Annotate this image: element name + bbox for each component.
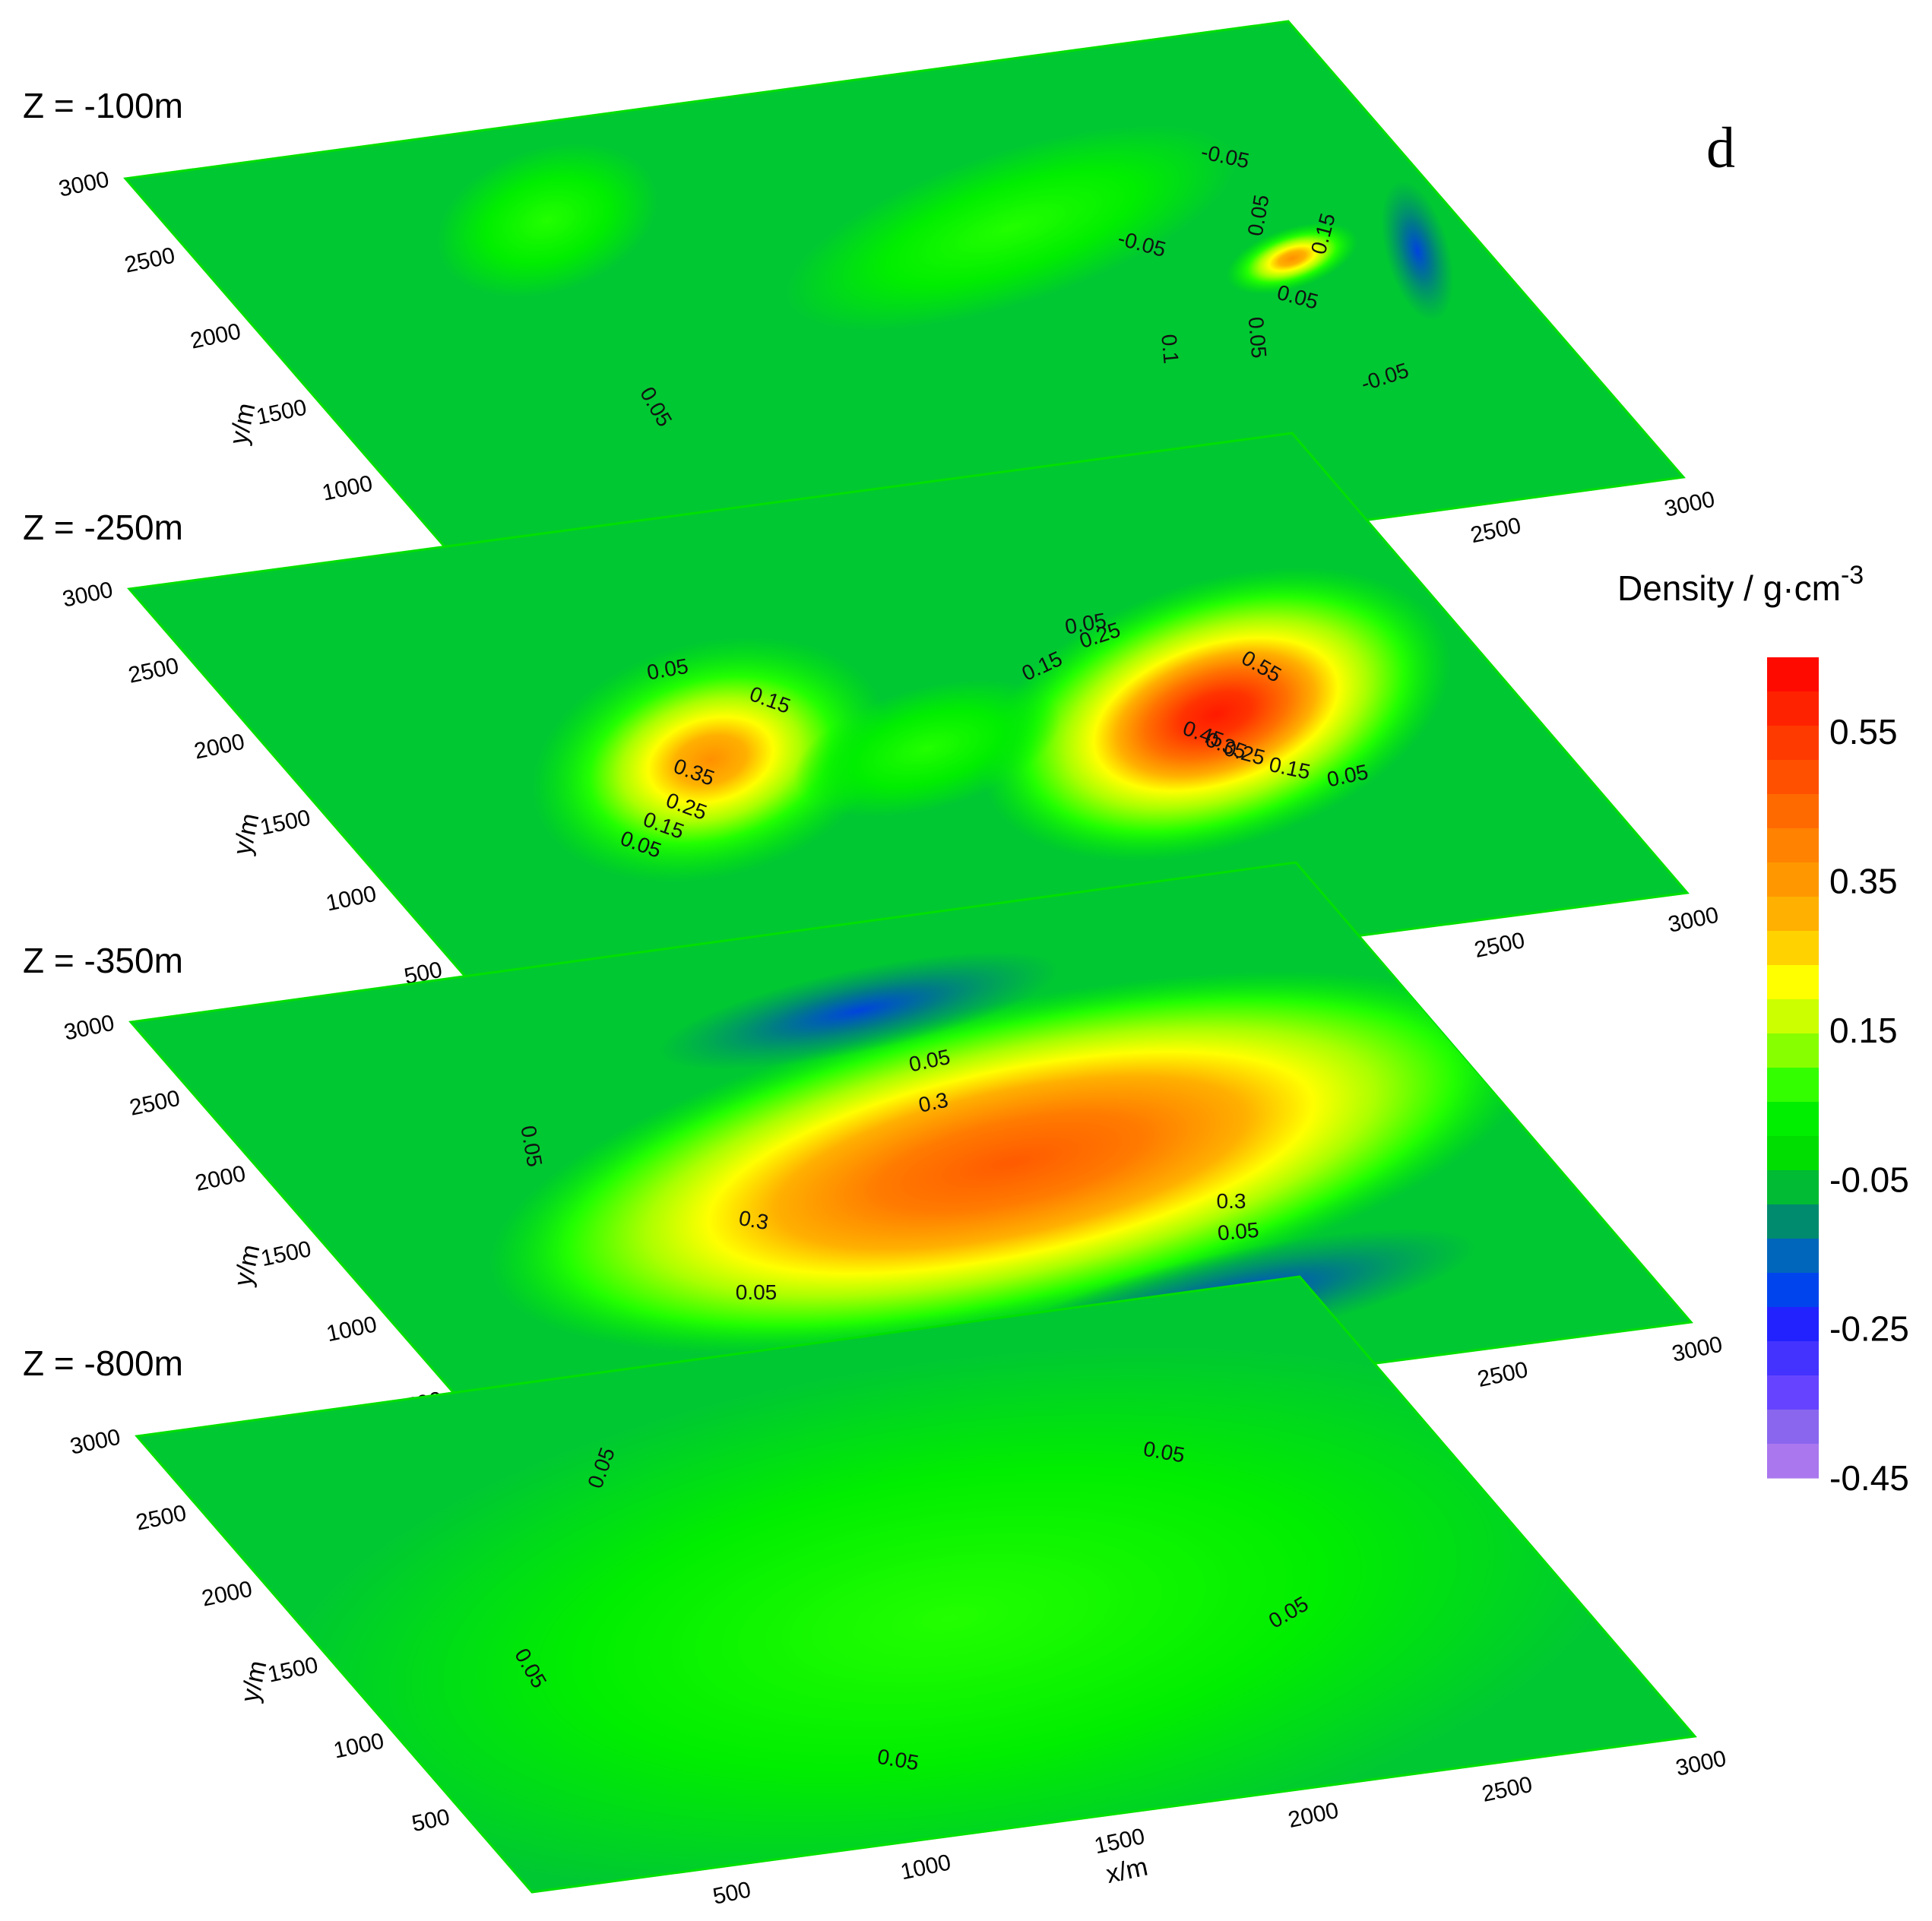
- colorbar-segment: [1767, 1033, 1819, 1068]
- y-tick-label: 1500: [265, 1653, 320, 1688]
- colorbar-segment: [1767, 965, 1819, 1000]
- colorbar-segment: [1767, 1273, 1819, 1308]
- y-tick-label: 2500: [122, 243, 177, 278]
- colorbar: 0.55 0.35 0.15 -0.05 -0.25 -0.45 Density / g·c…: [1617, 561, 1909, 1498]
- x-tick-label: 2500: [1468, 513, 1523, 548]
- y-tick-label: 2000: [200, 1577, 255, 1612]
- slice-title: Z = -350m: [23, 941, 183, 980]
- x-tick-label: 3000: [1662, 487, 1717, 522]
- y-tick-label: 3000: [56, 167, 111, 202]
- x-tick-label: 2500: [1472, 928, 1527, 963]
- slice-title: Z = -100m: [23, 86, 183, 125]
- anomaly: [489, 971, 1533, 1354]
- anomaly: [436, 143, 658, 298]
- y-tick-label: 1000: [320, 471, 375, 506]
- slice-z4: Z = -800m 3000 2500 2000 1500 1000 500 500 1000 1…: [23, 1275, 1728, 1910]
- anomaly: [1381, 180, 1454, 321]
- y-tick-label: 2000: [192, 729, 247, 764]
- y-tick-label: 500: [410, 1805, 452, 1837]
- anomaly: [1226, 222, 1358, 295]
- anomaly: [657, 951, 1060, 1070]
- anomaly: [785, 125, 1237, 331]
- anomaly: [271, 1345, 1629, 1892]
- colorbar-segment: [1767, 657, 1819, 692]
- colorbar-segment: [1767, 1170, 1819, 1205]
- x-tick-label: 3000: [1666, 903, 1721, 938]
- colorbar-segment: [1767, 1239, 1819, 1274]
- colorbar-segment: [1767, 1444, 1819, 1479]
- contour-label: 0.1: [1157, 333, 1183, 364]
- y-tick-label: 2000: [188, 319, 243, 354]
- colorbar-segment: [1767, 931, 1819, 966]
- y-tick-label: 1500: [258, 805, 312, 840]
- y-tick-label: 2500: [126, 654, 181, 688]
- y-tick-label: 1000: [331, 1729, 386, 1764]
- y-tick-label: 3000: [68, 1425, 122, 1460]
- colorbar-segment: [1767, 897, 1819, 932]
- x-tick-label: 1000: [898, 1850, 953, 1885]
- y-tick-label: 1500: [258, 1236, 313, 1271]
- colorbar-segment: [1767, 999, 1819, 1034]
- colorbar-segment: [1767, 1136, 1819, 1171]
- x-axis-label: x/m: [1104, 1852, 1150, 1889]
- x-tick-label: 3000: [1670, 1332, 1725, 1367]
- anomaly: [531, 636, 890, 884]
- colorbar-segment: [1767, 1341, 1819, 1376]
- y-tick-label: 2500: [134, 1501, 188, 1536]
- contour-label: 0.05: [1217, 1218, 1260, 1245]
- colorbar-tick-label: 0.55: [1829, 712, 1898, 752]
- y-tick-label: 2500: [128, 1086, 182, 1121]
- colorbar-segment: [1767, 1204, 1819, 1239]
- colorbar-segment: [1767, 760, 1819, 795]
- x-tick-label: 2500: [1475, 1357, 1530, 1392]
- y-tick-label: 1000: [325, 1312, 379, 1347]
- colorbar-tick-label: -0.25: [1829, 1309, 1909, 1349]
- colorbar-segment: [1767, 726, 1819, 761]
- x-tick-label: 500: [711, 1877, 753, 1910]
- contour-label: 0.05: [736, 1280, 778, 1304]
- colorbar-tick-label: 0.15: [1829, 1011, 1898, 1050]
- colorbar-segment: [1767, 862, 1819, 897]
- y-tick-label: 1500: [254, 395, 309, 430]
- colorbar-tick-label: 0.35: [1829, 862, 1898, 901]
- y-axis-label: y/m: [236, 1658, 273, 1704]
- x-tick-label: 3000: [1674, 1746, 1728, 1781]
- colorbar-segment: [1767, 1102, 1819, 1137]
- colorbar-segment: [1767, 1375, 1819, 1410]
- y-tick-label: 2000: [193, 1161, 248, 1196]
- contour-label: 0.3: [737, 1206, 771, 1234]
- colorbar-segment: [1767, 1307, 1819, 1342]
- colorbar-tick-label: -0.45: [1829, 1458, 1909, 1498]
- y-tick-label: 1000: [324, 881, 378, 916]
- colorbar-segment: [1767, 1068, 1819, 1103]
- contour-label: 0.05: [1244, 316, 1272, 359]
- anomaly: [793, 679, 1061, 818]
- x-tick-label: 2000: [1286, 1798, 1341, 1833]
- colorbar-title: Density / g·cm-3: [1617, 561, 1864, 608]
- y-axis-label: y/m: [224, 400, 261, 447]
- colorbar-segment: [1767, 1410, 1819, 1445]
- anomaly: [980, 567, 1452, 862]
- y-tick-label: 3000: [60, 578, 115, 612]
- colorbar-segment: [1767, 828, 1819, 863]
- slice-title: Z = -250m: [23, 508, 183, 547]
- panel-label: d: [1706, 116, 1735, 180]
- colorbar-segment: [1767, 691, 1819, 726]
- contour-label: 0.3: [1217, 1189, 1246, 1213]
- colorbar-segment: [1767, 794, 1819, 829]
- x-tick-label: 2500: [1480, 1772, 1535, 1807]
- colorbar-tick-label: -0.05: [1829, 1160, 1909, 1199]
- slice-title: Z = -800m: [23, 1343, 183, 1383]
- y-axis-label: y/m: [229, 1242, 266, 1288]
- y-tick-label: 3000: [62, 1011, 116, 1046]
- y-axis-label: y/m: [228, 811, 265, 857]
